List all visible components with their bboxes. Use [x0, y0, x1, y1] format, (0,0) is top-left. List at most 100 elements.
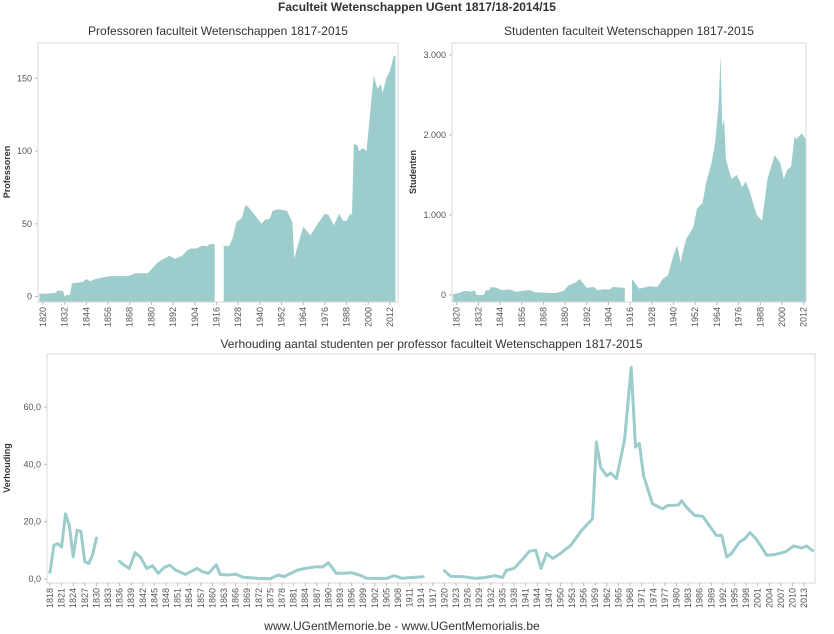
ratio-xtick-label: 1968: [625, 588, 635, 608]
students-xtick-label: 1844: [495, 307, 505, 327]
ratio-ytick-label: 40,0: [23, 459, 41, 469]
students-xtick-label: 1952: [690, 307, 700, 327]
ratio-xtick-label: 2001: [753, 588, 763, 608]
professors-xtick-label: 1964: [298, 307, 308, 327]
ratio-xtick-label: 1959: [590, 588, 600, 608]
students-xtick-label: 1820: [452, 307, 462, 327]
ratio-xtick-label: 1842: [138, 588, 148, 608]
ratio-xtick-label: 1887: [312, 588, 322, 608]
ratio-xtick-label: 1884: [300, 588, 310, 608]
students-xtick-label: 1856: [517, 307, 527, 327]
professors-xtick-label: 1952: [277, 307, 287, 327]
ratio-xtick-label: 1986: [695, 588, 705, 608]
ratio-xtick-label: 1908: [393, 588, 403, 608]
students-xtick-label: 1940: [669, 307, 679, 327]
ratio-xtick-label: 1932: [486, 588, 496, 608]
ratio-xtick-label: 1905: [381, 588, 391, 608]
ratio-xtick-label: 1818: [45, 588, 55, 608]
ratio-line-segment: [48, 512, 98, 574]
main-title: Faculteit Wetenschappen UGent 1817/18-20…: [278, 0, 556, 14]
professors-xtick-label: 1892: [168, 307, 178, 327]
ratio-line-segment: [442, 365, 815, 580]
ratio-xtick-label: 1974: [648, 588, 658, 608]
ratio-xtick-label: 1869: [242, 588, 252, 608]
students-xtick-label: 2012: [799, 307, 809, 327]
ratio-xtick-label: 1995: [729, 588, 739, 608]
ratio-xtick-label: 1866: [231, 588, 241, 608]
ratio-xtick-label: 1893: [335, 588, 345, 608]
students-xtick-label: 1916: [625, 307, 635, 327]
ratio-xtick-label: 1860: [207, 588, 217, 608]
ratio-xtick-label: 1965: [613, 588, 623, 608]
professors-xtick-label: 1820: [38, 307, 48, 327]
professors-xtick-label: 1868: [125, 307, 135, 327]
professors-xtick-label: 1976: [320, 307, 330, 327]
professors-ytick-label: 150: [17, 73, 32, 83]
ratio-xtick-label: 1836: [115, 588, 125, 608]
ratio-xtick-label: 1845: [149, 588, 159, 608]
students-chart-title: Studenten faculteit Wetenschappen 1817-2…: [504, 24, 754, 38]
students-xtick-label: 1988: [755, 307, 765, 327]
professors-xtick-label: 2012: [385, 307, 395, 327]
ratio-xtick-label: 1902: [370, 588, 380, 608]
professors-area-segment: [39, 244, 215, 302]
ratio-xtick-label: 2007: [776, 588, 786, 608]
ratio-xtick-label: 1917: [428, 588, 438, 608]
ratio-xtick-label: 1938: [509, 588, 519, 608]
ratio-xtick-label: 1851: [173, 588, 183, 608]
ratio-xtick-label: 1998: [741, 588, 751, 608]
ratio-ytick-label: 20,0: [23, 517, 41, 527]
professors-xtick-label: 2000: [363, 307, 373, 327]
students-plot-frame: [451, 42, 807, 303]
professors-xtick-label: 1880: [146, 307, 156, 327]
ratio-xtick-label: 1971: [637, 588, 647, 608]
ratio-xtick-label: 1914: [416, 588, 426, 608]
ratio-xtick-label: 1950: [555, 588, 565, 608]
professors-ytick-label: 50: [22, 219, 32, 229]
ratio-xtick-label: 1947: [544, 588, 554, 608]
students-xtick-label: 1964: [712, 307, 722, 327]
professors-xtick-label: 1904: [190, 307, 200, 327]
ratio-xtick-label: 1875: [265, 588, 275, 608]
ratio-xtick-label: 1863: [219, 588, 229, 608]
ratio-xtick-label: 1830: [91, 588, 101, 608]
ratio-xtick-label: 1896: [347, 588, 357, 608]
students-xtick-label: 1892: [582, 307, 592, 327]
ratio-xtick-label: 1821: [57, 588, 67, 608]
students-area-segment: [632, 55, 806, 302]
ratio-xtick-label: 1953: [567, 588, 577, 608]
students-xtick-label: 2000: [777, 307, 787, 327]
students-y-axis-label: Studenten: [408, 150, 418, 194]
ratio-xtick-label: 1923: [451, 588, 461, 608]
ratio-ytick-label: 0,0: [28, 574, 41, 584]
ratio-xtick-label: 1992: [718, 588, 728, 608]
ratio-xtick-label: 1857: [196, 588, 206, 608]
ratio-xtick-label: 1824: [68, 588, 78, 608]
students-xtick-label: 1976: [734, 307, 744, 327]
footer-links[interactable]: www.UGentMemorie.be - www.UGentMemoriali…: [264, 619, 540, 633]
ratio-xtick-label: 1854: [184, 588, 194, 608]
professors-area-segment: [223, 55, 396, 302]
students-ytick-label: 2.000: [423, 130, 446, 140]
ratio-xtick-label: 1977: [660, 588, 670, 608]
ratio-xtick-label: 1839: [126, 588, 136, 608]
professors-xtick-label: 1988: [342, 307, 352, 327]
ratio-xtick-label: 1944: [532, 588, 542, 608]
ratio-ytick-label: 60,0: [23, 402, 41, 412]
students-xtick-label: 1832: [473, 307, 483, 327]
professors-xtick-label: 1856: [103, 307, 113, 327]
ratio-line-segment: [118, 551, 425, 581]
professors-plot-frame: [37, 42, 399, 303]
ratio-xtick-label: 1941: [521, 588, 531, 608]
ratio-xtick-label: 1848: [161, 588, 171, 608]
professors-xtick-label: 1940: [255, 307, 265, 327]
ratio-xtick-label: 1899: [358, 588, 368, 608]
ratio-xtick-label: 1833: [103, 588, 113, 608]
professors-ytick-label: 0: [27, 292, 32, 302]
professors-ytick-label: 100: [17, 146, 32, 156]
professors-xtick-label: 1844: [81, 307, 91, 327]
ratio-xtick-label: 1962: [602, 588, 612, 608]
ratio-xtick-label: 2013: [799, 588, 809, 608]
professors-xtick-label: 1832: [60, 307, 70, 327]
